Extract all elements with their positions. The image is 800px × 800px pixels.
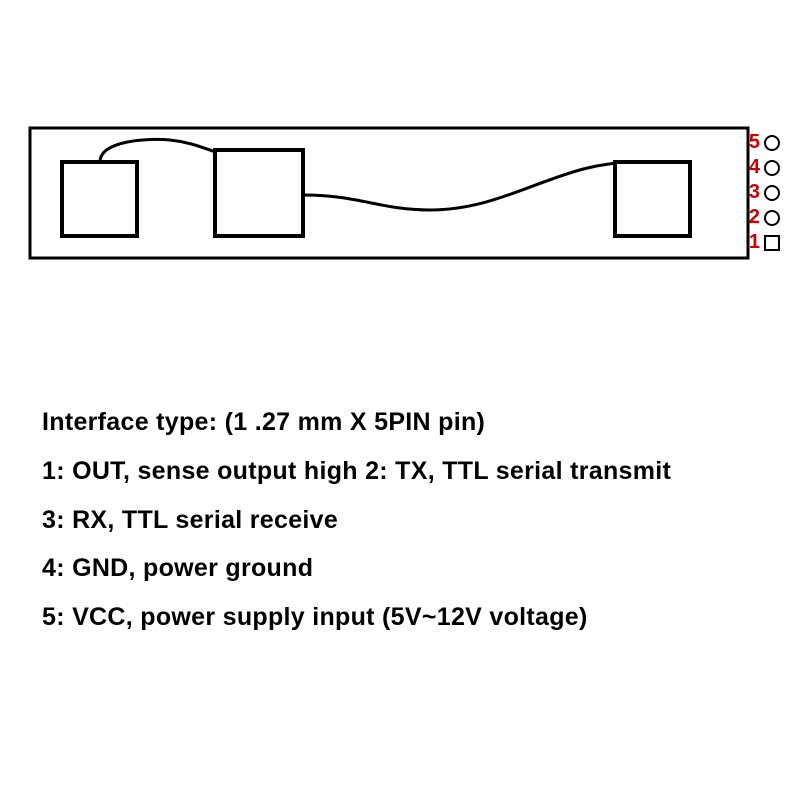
desc-line-2: 3: RX, TTL serial receive (42, 496, 762, 545)
pcb-diagram (0, 0, 800, 300)
pin-5-label: 5 (730, 131, 760, 154)
desc-line-0: Interface type: (1 .27 mm X 5PIN pin) (42, 398, 762, 447)
pin-2-marker (765, 211, 779, 225)
pin-1-marker (765, 236, 779, 250)
component-mid (215, 150, 303, 236)
pin-3-marker (765, 186, 779, 200)
pin-1-label: 1 (730, 231, 760, 254)
trace-left (100, 139, 229, 162)
pin-4-label: 4 (730, 156, 760, 179)
component-right (615, 162, 690, 236)
desc-line-4: 5: VCC, power supply input (5V~12V volta… (42, 593, 762, 642)
desc-line-3: 4: GND, power ground (42, 544, 762, 593)
trace-right (303, 162, 640, 210)
pin-3-label: 3 (730, 181, 760, 204)
component-left (62, 162, 137, 236)
pin-5-marker (765, 136, 779, 150)
pin-2-label: 2 (730, 206, 760, 229)
desc-line-1: 1: OUT, sense output high 2: TX, TTL ser… (42, 447, 762, 496)
pin-4-marker (765, 161, 779, 175)
description-block: Interface type: (1 .27 mm X 5PIN pin) 1:… (42, 398, 762, 642)
